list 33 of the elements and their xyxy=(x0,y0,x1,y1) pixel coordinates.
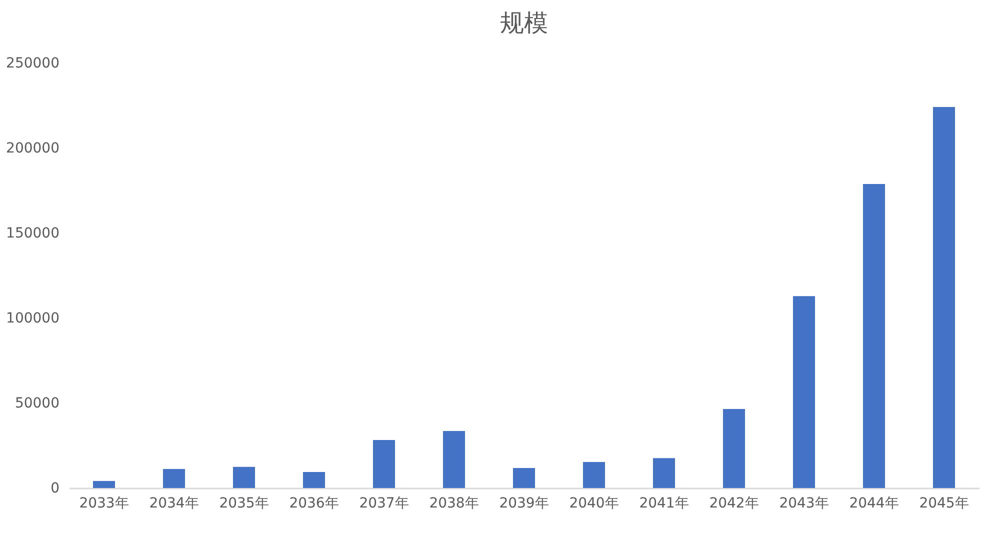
x-tick-label: 2035年 xyxy=(219,496,269,512)
x-tick-label: 2042年 xyxy=(709,496,759,512)
bar xyxy=(233,466,255,488)
y-tick-label: 250000 xyxy=(6,56,60,72)
x-tick-label: 2045年 xyxy=(919,496,969,512)
y-tick-label: 150000 xyxy=(6,226,60,242)
bar xyxy=(303,472,325,488)
y-tick-label: 50000 xyxy=(14,396,60,412)
bar xyxy=(933,107,955,488)
x-tick-label: 2033年 xyxy=(79,496,129,512)
x-tick-label: 2044年 xyxy=(849,496,899,512)
x-tick-label: 2034年 xyxy=(149,496,199,512)
x-tick-label: 2036年 xyxy=(289,496,339,512)
bar xyxy=(863,184,885,488)
y-tick-label: 200000 xyxy=(6,140,60,156)
bar xyxy=(513,468,535,488)
bar xyxy=(163,468,185,488)
x-tick-label: 2037年 xyxy=(359,496,409,512)
bar xyxy=(373,440,395,488)
y-tick-label: 0 xyxy=(50,480,60,496)
bar xyxy=(793,296,815,488)
x-tick-label: 2040年 xyxy=(569,496,619,512)
x-tick-label: 2041年 xyxy=(639,496,689,512)
x-tick-label: 2043年 xyxy=(779,496,829,512)
y-tick-label: 100000 xyxy=(6,310,60,326)
bar xyxy=(93,481,115,488)
x-tick-label: 2038年 xyxy=(429,496,479,512)
bar xyxy=(723,408,745,488)
bar xyxy=(653,458,675,488)
x-tick-label: 2039年 xyxy=(499,496,549,512)
bar xyxy=(443,431,465,488)
bar xyxy=(583,462,605,488)
chart-title: 规模 xyxy=(500,9,548,37)
